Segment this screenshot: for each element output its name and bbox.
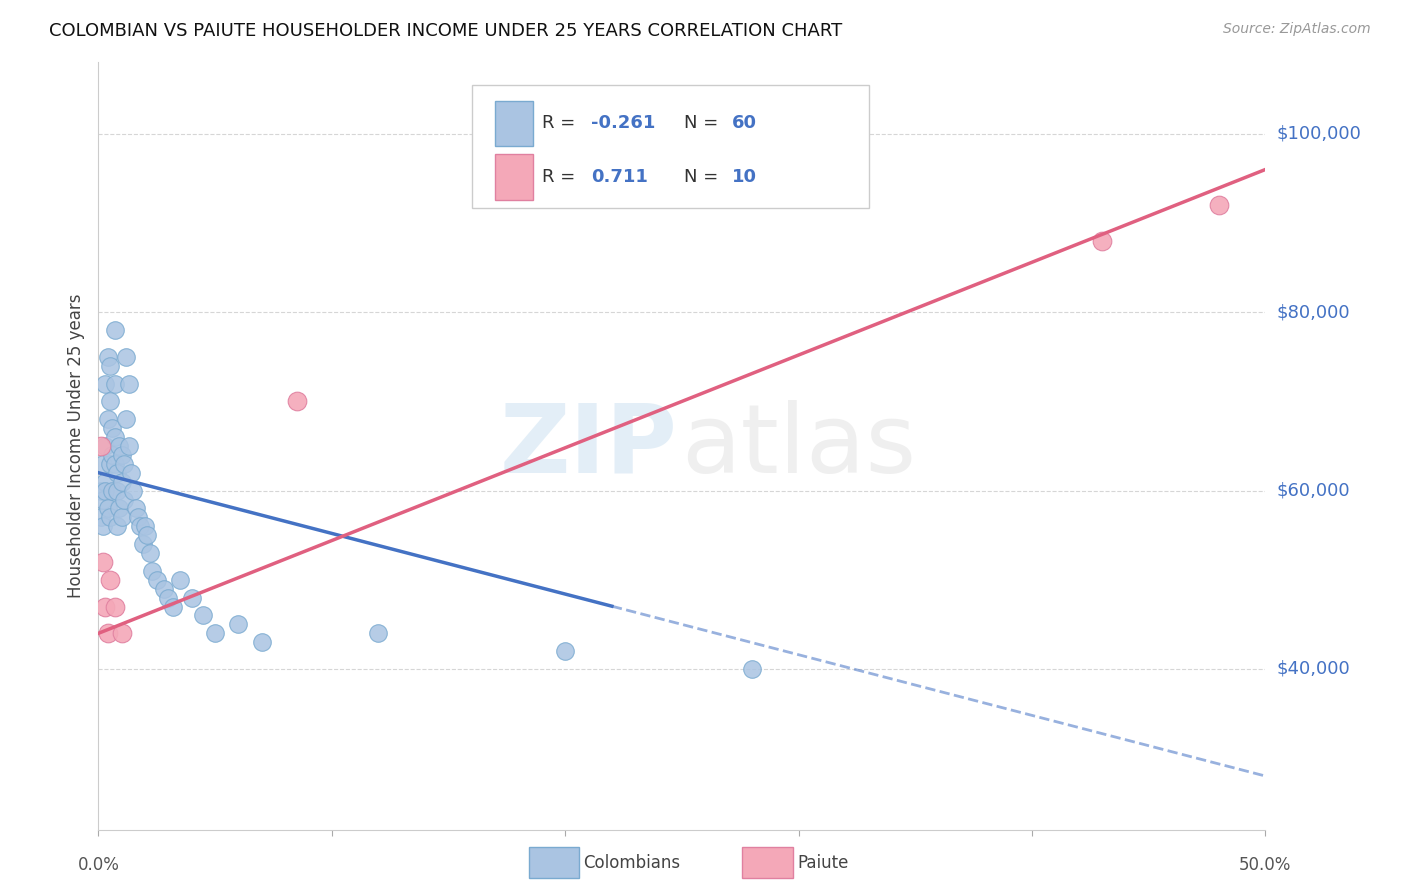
Text: -0.261: -0.261: [591, 114, 655, 132]
Text: 0.711: 0.711: [591, 168, 648, 186]
Point: [90, 483, 112, 498]
Point: [91, 519, 114, 533]
FancyBboxPatch shape: [495, 101, 533, 145]
Point: [108, 439, 131, 453]
Point: [111, 475, 134, 489]
FancyBboxPatch shape: [472, 86, 869, 208]
Text: 50.0%: 50.0%: [1239, 856, 1292, 874]
Point: [146, 573, 169, 587]
Text: N =: N =: [685, 168, 724, 186]
Point: [98, 457, 121, 471]
Point: [98, 394, 121, 409]
Point: [115, 412, 138, 426]
Point: [125, 501, 148, 516]
Point: [129, 519, 152, 533]
Text: Colombians: Colombians: [583, 854, 681, 871]
Point: [180, 591, 202, 605]
Point: [152, 582, 174, 596]
Point: [169, 573, 191, 587]
Text: $40,000: $40,000: [1277, 660, 1350, 678]
Point: [91, 457, 114, 471]
Point: [104, 376, 127, 391]
Point: [98, 510, 121, 524]
Point: [108, 501, 131, 516]
Point: [94, 376, 117, 391]
Point: [112, 457, 135, 471]
Point: [204, 626, 226, 640]
Point: [193, 608, 215, 623]
Point: [139, 546, 162, 560]
Point: [104, 323, 127, 337]
Text: R =: R =: [541, 114, 581, 132]
Point: [285, 394, 308, 409]
Point: [132, 537, 155, 551]
Point: [111, 448, 134, 462]
Text: N =: N =: [685, 114, 724, 132]
Point: [250, 635, 273, 649]
Text: $100,000: $100,000: [1277, 125, 1361, 143]
Text: Source: ZipAtlas.com: Source: ZipAtlas.com: [1223, 22, 1371, 37]
Text: 0.0%: 0.0%: [77, 856, 120, 874]
Text: 10: 10: [733, 168, 756, 186]
FancyBboxPatch shape: [495, 154, 533, 200]
Text: 60: 60: [733, 114, 756, 132]
Point: [122, 483, 145, 498]
Point: [1208, 198, 1230, 212]
Point: [120, 466, 142, 480]
Point: [101, 483, 124, 498]
Text: ZIP: ZIP: [499, 400, 678, 492]
Point: [94, 475, 117, 489]
Text: COLOMBIAN VS PAIUTE HOUSEHOLDER INCOME UNDER 25 YEARS CORRELATION CHART: COLOMBIAN VS PAIUTE HOUSEHOLDER INCOME U…: [49, 22, 842, 40]
Point: [118, 376, 141, 391]
Point: [162, 599, 184, 614]
Point: [367, 626, 389, 640]
Point: [136, 528, 159, 542]
Point: [94, 483, 117, 498]
Text: R =: R =: [541, 168, 586, 186]
Point: [118, 439, 141, 453]
Y-axis label: Householder Income Under 25 years: Householder Income Under 25 years: [67, 293, 86, 599]
Text: $80,000: $80,000: [1277, 303, 1350, 321]
Point: [1091, 234, 1114, 248]
Point: [111, 510, 134, 524]
Point: [101, 448, 124, 462]
Point: [104, 457, 127, 471]
Point: [101, 421, 124, 435]
Point: [112, 492, 135, 507]
Point: [111, 626, 134, 640]
Point: [141, 564, 163, 578]
Point: [97, 501, 120, 516]
Point: [127, 510, 149, 524]
Point: [228, 617, 250, 632]
Point: [105, 466, 128, 480]
Point: [554, 644, 576, 658]
Point: [741, 662, 763, 676]
Point: [134, 519, 156, 533]
Point: [90, 510, 112, 524]
Point: [104, 430, 127, 444]
Point: [105, 519, 128, 533]
Point: [90, 439, 112, 453]
Point: [105, 483, 128, 498]
Text: $60,000: $60,000: [1277, 482, 1350, 500]
Point: [157, 591, 180, 605]
Point: [94, 439, 117, 453]
Point: [91, 492, 114, 507]
Text: atlas: atlas: [681, 400, 917, 492]
Point: [97, 350, 120, 364]
Text: Paiute: Paiute: [797, 854, 849, 871]
Point: [98, 359, 121, 373]
Point: [94, 599, 117, 614]
Point: [115, 350, 138, 364]
Point: [97, 626, 120, 640]
Point: [98, 573, 121, 587]
Point: [91, 555, 114, 569]
Point: [104, 599, 127, 614]
Point: [97, 412, 120, 426]
